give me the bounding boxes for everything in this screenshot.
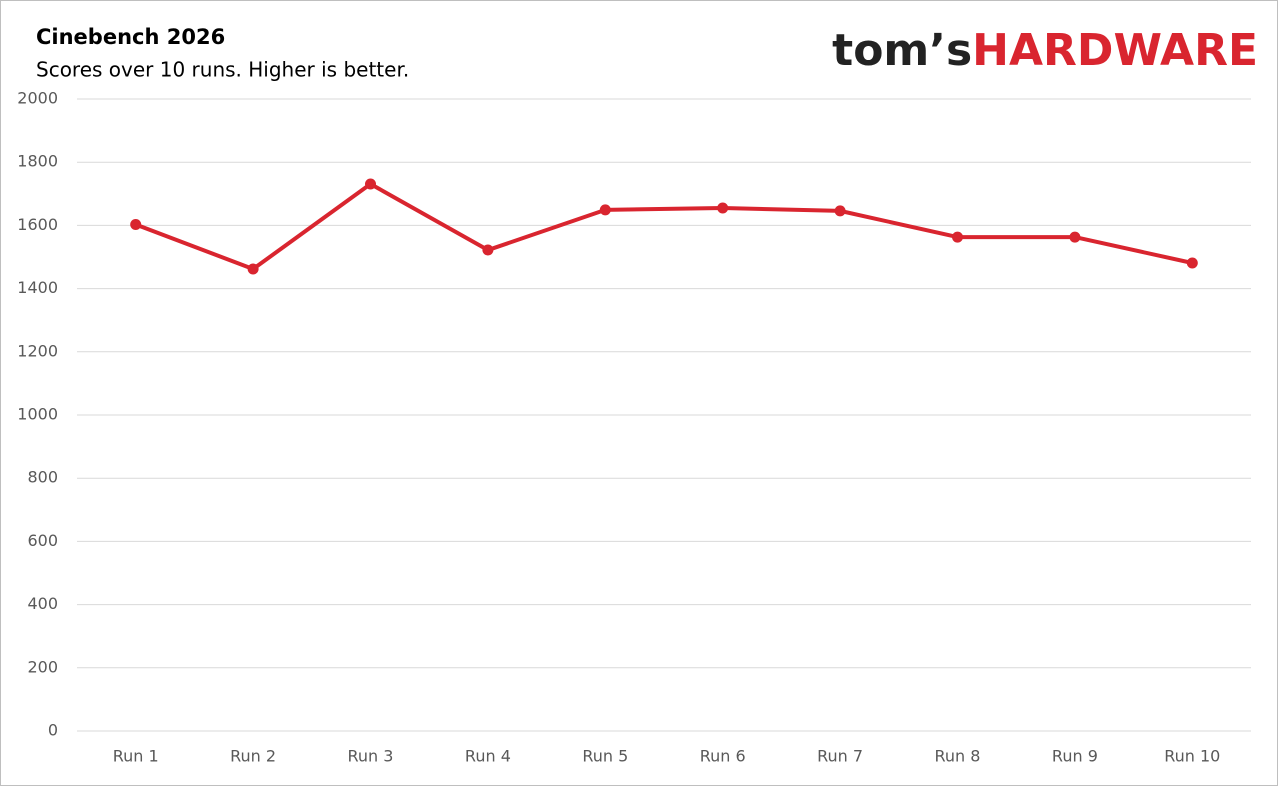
data-point bbox=[952, 231, 963, 243]
chart-subtitle: Scores over 10 runs. Higher is better. bbox=[36, 58, 409, 82]
data-point bbox=[1069, 231, 1081, 243]
data-point bbox=[365, 178, 376, 190]
y-tick-label: 1400 bbox=[17, 278, 58, 297]
logo: tom’sHARDWARE bbox=[832, 25, 1258, 76]
data-point bbox=[130, 218, 142, 230]
y-tick-label: 600 bbox=[27, 531, 58, 550]
y-tick-label: 2000 bbox=[17, 89, 58, 108]
logo-brand: tom’s bbox=[832, 25, 972, 76]
data-point bbox=[834, 205, 846, 217]
y-tick-label: 800 bbox=[27, 468, 58, 487]
data-point bbox=[1186, 257, 1198, 269]
data-point bbox=[599, 204, 611, 216]
x-tick-label: Run 10 bbox=[1164, 747, 1220, 766]
data-point bbox=[247, 263, 259, 275]
y-tick-label: 200 bbox=[27, 657, 58, 676]
data-point bbox=[482, 244, 494, 256]
x-tick-label: Run 6 bbox=[700, 747, 746, 766]
chart-title: Cinebench 2026 bbox=[36, 25, 225, 49]
x-tick-label: Run 5 bbox=[582, 747, 628, 766]
y-tick-label: 1000 bbox=[17, 405, 58, 424]
data-point bbox=[717, 202, 729, 214]
x-tick-label: Run 4 bbox=[465, 747, 511, 766]
y-tick-label: 1600 bbox=[17, 215, 58, 234]
y-tick-label: 400 bbox=[27, 594, 58, 613]
x-tick-label: Run 8 bbox=[935, 747, 981, 766]
x-tick-label: Run 3 bbox=[348, 747, 394, 766]
y-tick-label: 0 bbox=[48, 721, 58, 740]
x-tick-label: Run 9 bbox=[1052, 747, 1098, 766]
x-tick-label: Run 2 bbox=[230, 747, 276, 766]
x-tick-label: Run 1 bbox=[113, 747, 159, 766]
logo-name: HARDWARE bbox=[972, 25, 1258, 76]
x-tick-label: Run 7 bbox=[817, 747, 863, 766]
data-line bbox=[134, 182, 1193, 272]
y-tick-label: 1200 bbox=[17, 341, 58, 360]
y-tick-label: 1800 bbox=[17, 152, 58, 171]
